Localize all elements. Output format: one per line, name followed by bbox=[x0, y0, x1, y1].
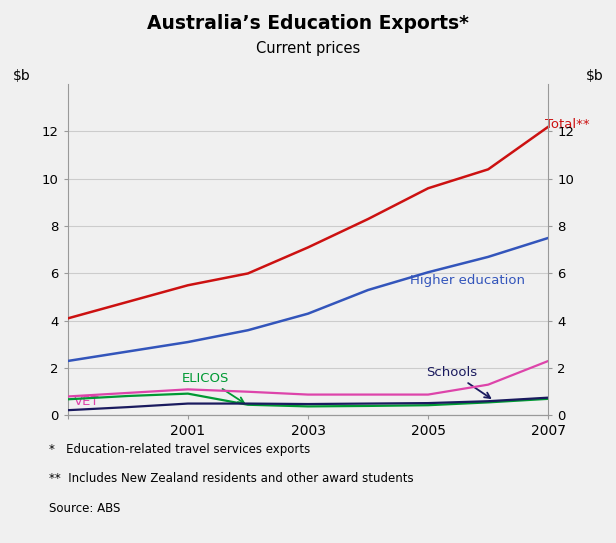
Text: Australia’s Education Exports*: Australia’s Education Exports* bbox=[147, 14, 469, 33]
Text: Current prices: Current prices bbox=[256, 41, 360, 56]
Text: Higher education: Higher education bbox=[410, 274, 525, 287]
Text: ELICOS: ELICOS bbox=[182, 371, 244, 403]
Text: Total**: Total** bbox=[545, 118, 590, 131]
Text: $b: $b bbox=[12, 68, 30, 83]
Text: $b: $b bbox=[586, 68, 604, 83]
Text: VET: VET bbox=[74, 395, 99, 408]
Text: Source: ABS: Source: ABS bbox=[49, 502, 121, 515]
Text: **  Includes New Zealand residents and other award students: ** Includes New Zealand residents and ot… bbox=[49, 472, 414, 485]
Text: *   Education-related travel services exports: * Education-related travel services expo… bbox=[49, 443, 310, 456]
Text: Schools: Schools bbox=[427, 366, 490, 398]
